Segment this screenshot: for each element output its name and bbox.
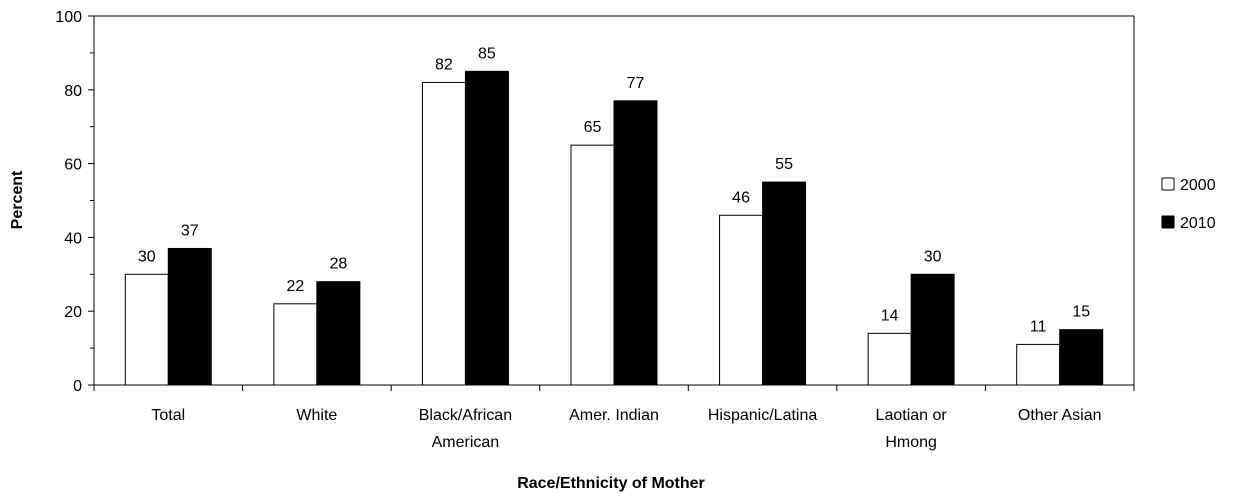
data-label: 28 xyxy=(329,256,347,273)
bar-2000 xyxy=(422,82,465,385)
bar-2010 xyxy=(1060,330,1103,385)
bar-2010 xyxy=(317,282,360,385)
data-label: 85 xyxy=(478,45,496,62)
x-tick-label: Amer. Indian xyxy=(569,407,659,424)
legend: 2000 2010 xyxy=(1162,177,1216,232)
x-tick-label: Other Asian xyxy=(1018,407,1102,424)
x-tick-label: American xyxy=(432,434,500,451)
x-tick-label: Black/African xyxy=(419,407,512,424)
bar-2010 xyxy=(614,101,657,385)
bar-2010 xyxy=(763,182,806,385)
legend-label: 2010 xyxy=(1180,215,1216,232)
bar-2000 xyxy=(274,304,317,385)
data-label: 82 xyxy=(435,56,453,73)
data-label: 46 xyxy=(732,189,750,206)
bar-2000 xyxy=(868,333,911,385)
y-axis-title: Percent xyxy=(9,170,26,229)
x-tick-label: Hispanic/Latina xyxy=(708,407,818,424)
y-tick-label: 60 xyxy=(64,157,82,174)
data-label: 77 xyxy=(627,75,645,92)
bar-2010 xyxy=(465,71,508,385)
bar-2000 xyxy=(125,274,168,385)
data-label: 15 xyxy=(1072,304,1090,321)
legend-swatch xyxy=(1162,216,1174,228)
bar-2000 xyxy=(1017,344,1060,385)
plot-area: 0 20 40 60 80 100 30 37 Total 22 28 White 82 85 Black/… xyxy=(55,9,1134,451)
bar-2000 xyxy=(720,215,763,385)
data-label: 30 xyxy=(924,248,942,265)
x-tick-label: Laotian or xyxy=(876,407,948,424)
data-label: 55 xyxy=(775,156,793,173)
y-tick-label: 0 xyxy=(73,378,82,395)
data-label: 14 xyxy=(881,307,899,324)
bar-2010 xyxy=(168,248,211,385)
y-tick-label: 100 xyxy=(55,9,82,26)
legend-swatch xyxy=(1162,178,1174,190)
y-tick-label: 20 xyxy=(64,304,82,321)
data-label: 37 xyxy=(181,222,199,239)
y-tick-label: 40 xyxy=(64,230,82,247)
bar-2000 xyxy=(571,145,614,385)
bar-2010 xyxy=(911,274,954,385)
data-label: 22 xyxy=(286,278,304,295)
data-label: 30 xyxy=(138,248,156,265)
x-tick-label: Hmong xyxy=(885,434,937,451)
x-tick-label: White xyxy=(296,407,337,424)
x-axis-title: Race/Ethnicity of Mother xyxy=(517,475,705,492)
data-label: 65 xyxy=(584,119,602,136)
x-tick-label: Total xyxy=(151,407,185,424)
legend-label: 2000 xyxy=(1180,177,1216,194)
y-tick-label: 80 xyxy=(64,83,82,100)
data-label: 11 xyxy=(1030,318,1047,335)
